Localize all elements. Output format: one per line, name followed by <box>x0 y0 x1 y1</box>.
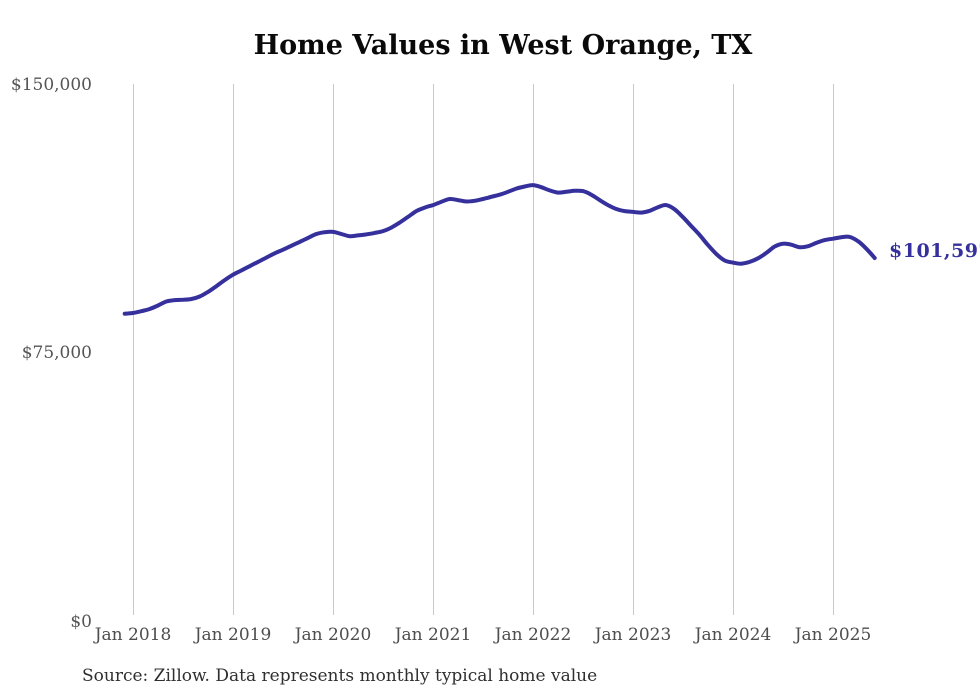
x-axis-tick-jan-2025: Jan 2025 <box>794 625 872 645</box>
y-axis-tick-75000: $75,000 <box>21 343 92 363</box>
x-axis-tick-jan-2021: Jan 2021 <box>394 625 472 645</box>
y-axis-tick-0: $0 <box>70 612 92 632</box>
x-axis-tick-jan-2018: Jan 2018 <box>94 625 172 645</box>
y-axis-tick-150000: $150,000 <box>10 75 92 95</box>
chart-title: Home Values in West Orange, TX <box>253 30 753 61</box>
x-axis-tick-jan-2019: Jan 2019 <box>194 625 272 645</box>
source-note: Source: Zillow. Data represents monthly … <box>82 666 598 686</box>
x-axis-tick-jan-2020: Jan 2020 <box>294 625 372 645</box>
end-value-label: $101,597 <box>889 240 980 262</box>
x-axis-tick-jan-2024: Jan 2024 <box>694 625 772 645</box>
gridlines <box>133 84 834 615</box>
x-axis-tick-jan-2023: Jan 2023 <box>594 625 672 645</box>
home-value-line <box>122 183 877 316</box>
x-axis-tick-jan-2022: Jan 2022 <box>494 625 572 645</box>
